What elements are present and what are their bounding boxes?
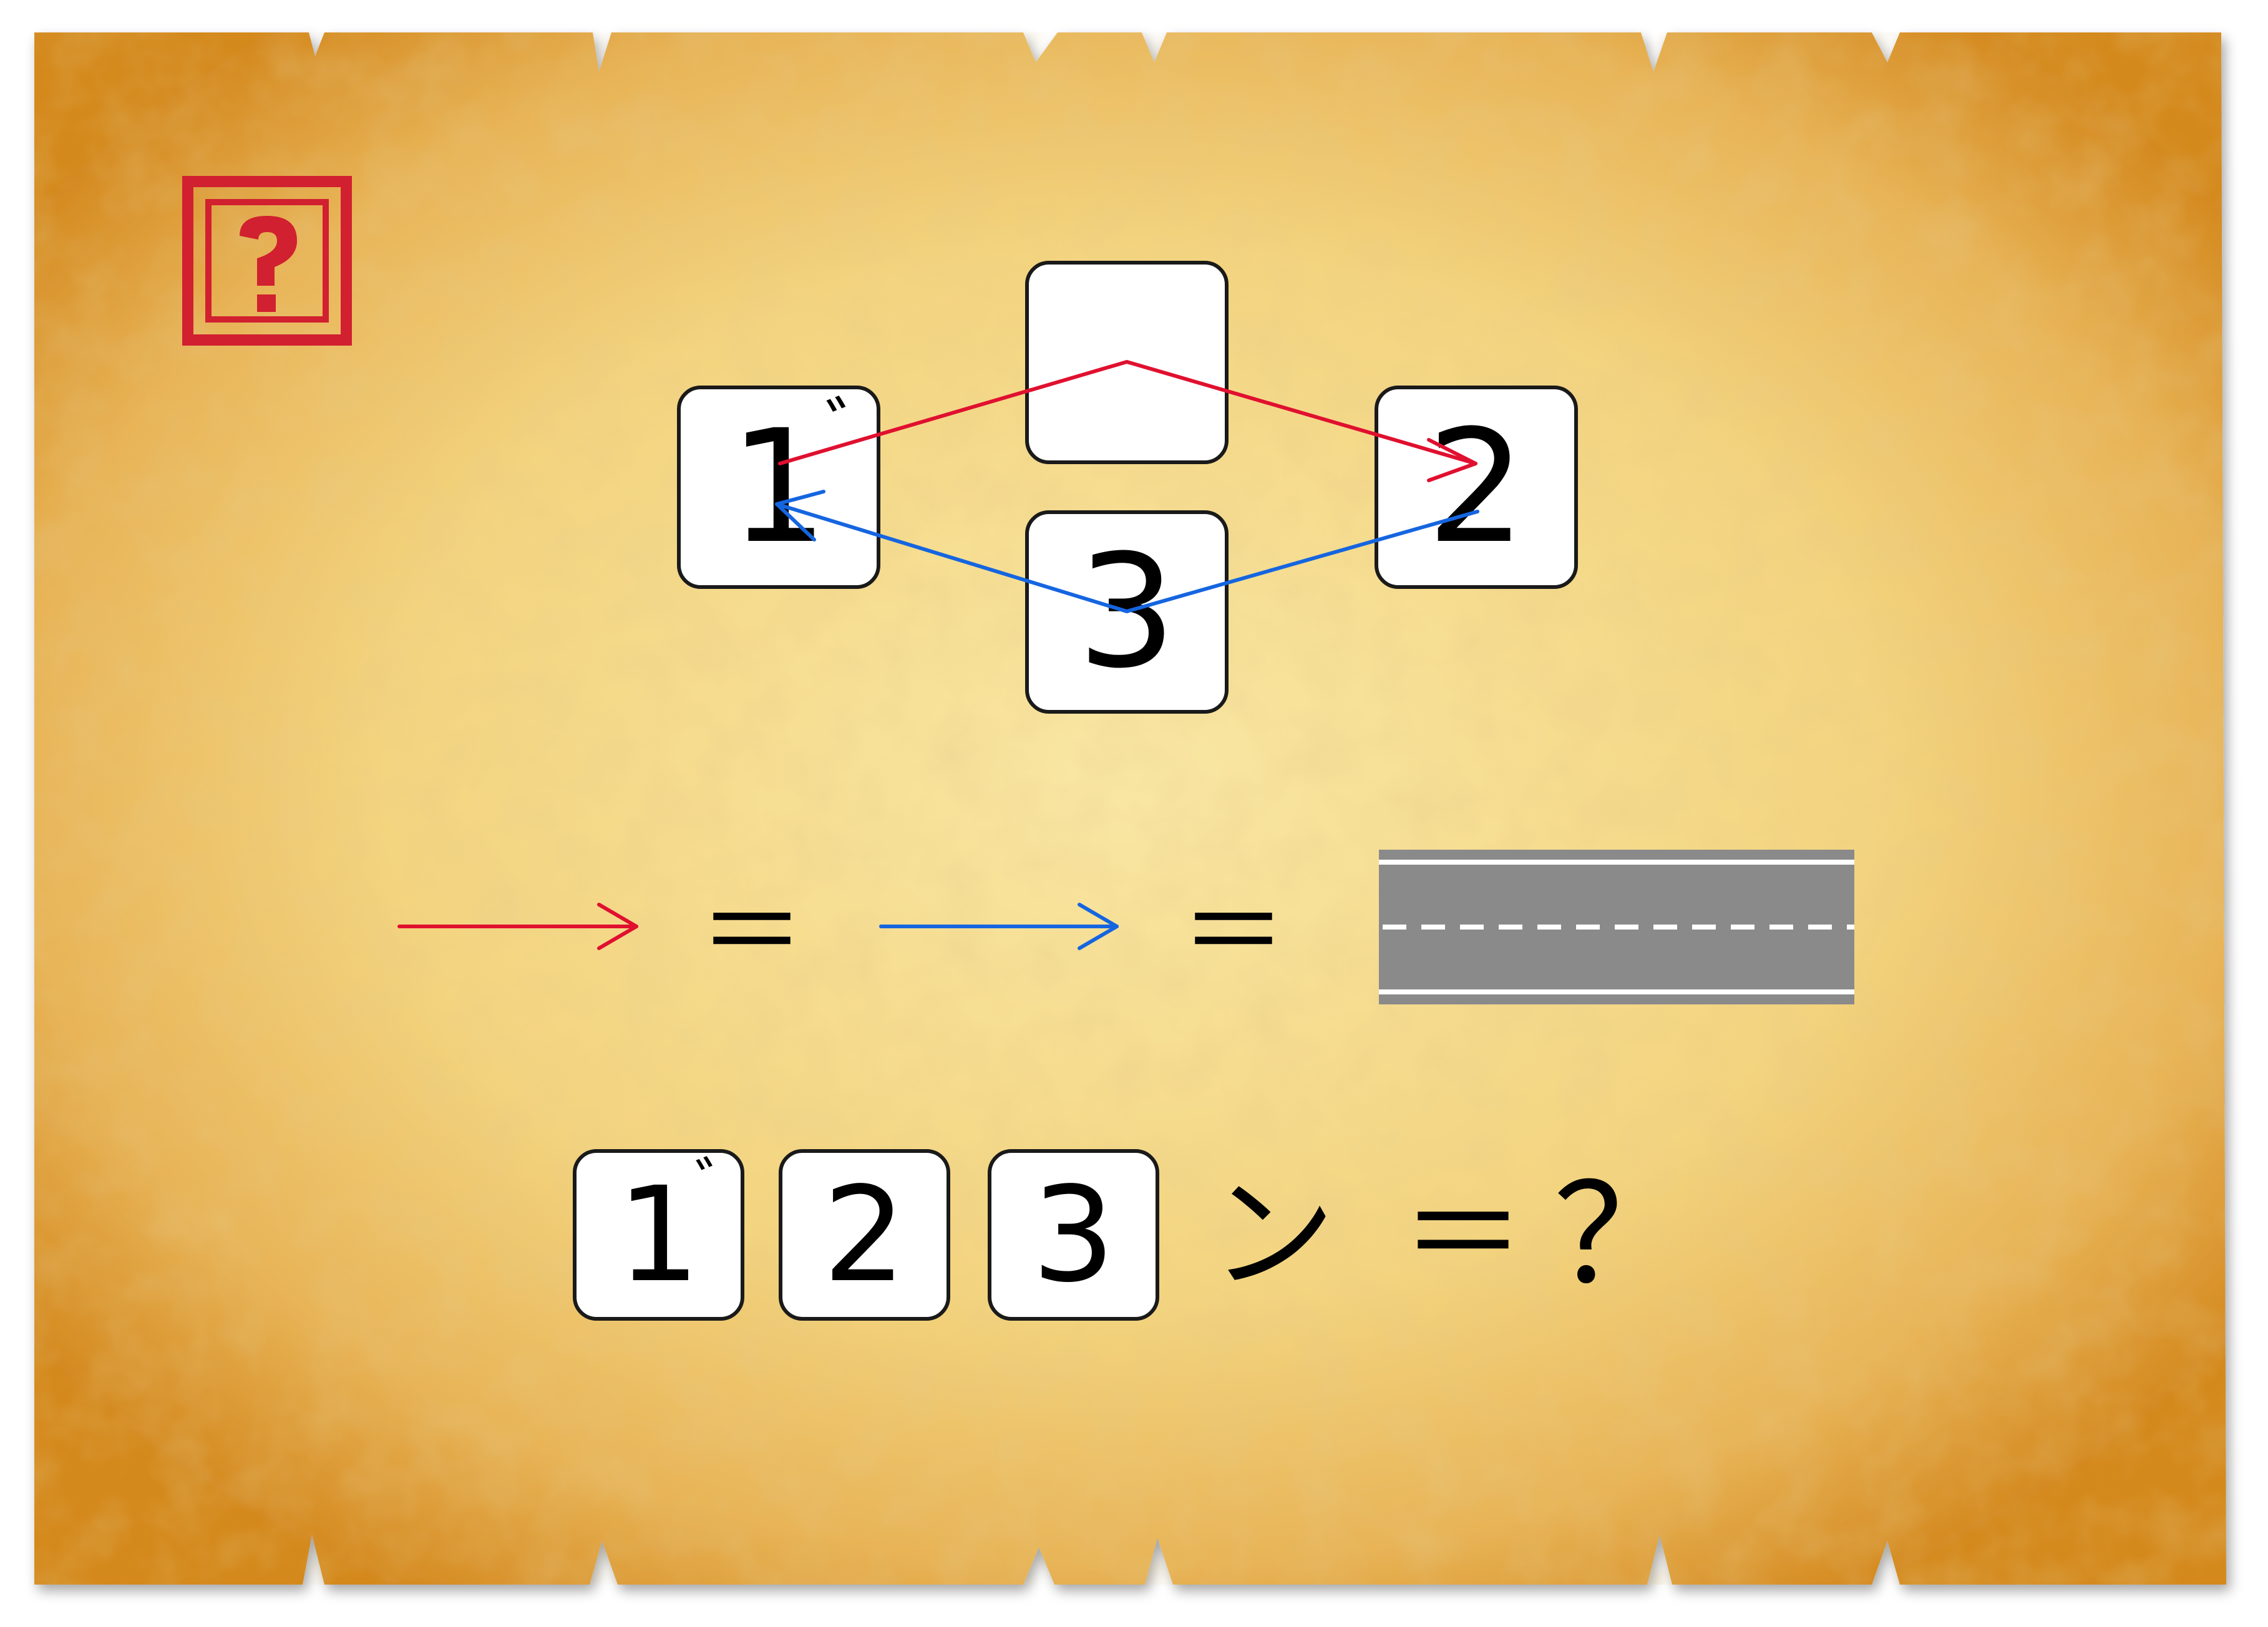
katakana-n: ン (1210, 1162, 1336, 1308)
question-mark: ？ (1554, 1155, 1691, 1315)
question-tile-2: 2 (779, 1149, 950, 1321)
dakuten-mark: ゛ (695, 1152, 755, 1220)
question-tile-1: 1 ゛ (573, 1149, 754, 1321)
tile-number: 1 (616, 1158, 701, 1311)
equals-sign-1: ＝ (699, 871, 805, 994)
tile-number: 2 (822, 1158, 907, 1311)
tile-number: 2 (1426, 396, 1526, 578)
diagram-tile-bottom: 3 (1025, 510, 1229, 714)
tile-number: 1 (729, 396, 829, 578)
question-mark-stamp-icon (182, 176, 352, 346)
road-icon (1379, 850, 1854, 1004)
diagram-tile-right: 2 (1375, 386, 1578, 589)
equals-sign-2: ＝ (1180, 871, 1287, 994)
diagram-tile-top-blank (1025, 261, 1229, 464)
tile-number: 3 (1077, 521, 1177, 702)
dakuten-mark: ゛ (825, 390, 894, 470)
diagram-tile-left: 1 ゛ (677, 386, 894, 589)
question-tile-3: 3 (988, 1149, 1159, 1321)
equals-sign-3: ＝ (1401, 1162, 1526, 1308)
tile-number: 3 (1031, 1158, 1116, 1311)
